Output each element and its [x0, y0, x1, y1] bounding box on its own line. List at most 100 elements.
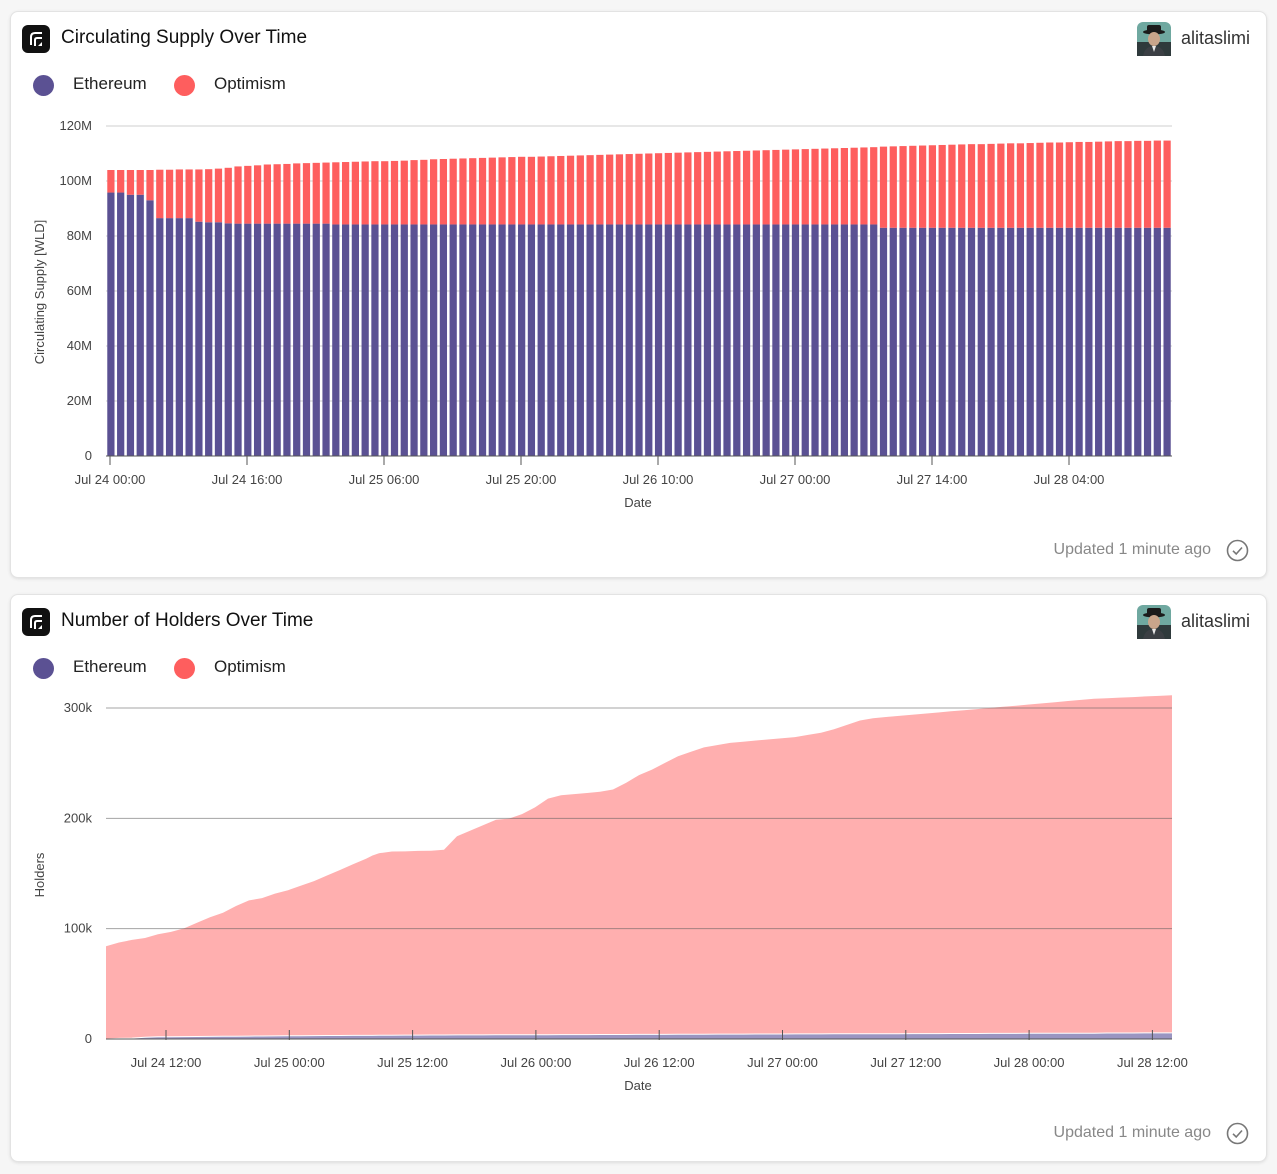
- flipside-logo-icon: [22, 25, 50, 53]
- bar-ethereum: [821, 224, 829, 456]
- bar-optimism: [723, 151, 731, 225]
- bar-optimism: [1046, 142, 1054, 228]
- legend-item-optimism[interactable]: Optimism: [174, 72, 304, 98]
- bar-ethereum: [1134, 227, 1142, 456]
- bar-ethereum: [566, 224, 575, 456]
- bar-optimism: [146, 170, 154, 201]
- bar-ethereum: [1114, 227, 1122, 456]
- bar-ethereum: [694, 224, 702, 456]
- bar-optimism: [791, 149, 800, 225]
- bar-ethereum: [713, 224, 721, 456]
- bar-ethereum: [498, 224, 506, 456]
- bar-optimism: [205, 169, 213, 223]
- bar-ethereum: [1026, 227, 1034, 456]
- bar-ethereum: [791, 224, 800, 456]
- bar-ethereum: [107, 192, 115, 457]
- bar-ethereum: [674, 224, 682, 456]
- holders-area-chart[interactable]: 0 100k 200k 300k Jul 24 12:00 Jul 25 00:00 Jul…: [11, 595, 1266, 1115]
- bar-ethereum: [1143, 227, 1152, 456]
- supply-bar-chart[interactable]: 0 20M 40M 60M 80M 100M 120M Jul 24 00:00 Jul 24 …: [11, 12, 1266, 532]
- bar-optimism: [801, 149, 809, 225]
- bar-optimism: [537, 156, 545, 225]
- y-tick-label: 120M: [59, 118, 92, 133]
- bar-ethereum: [117, 192, 125, 457]
- y-tick-label: 80M: [67, 228, 92, 243]
- bar-ethereum: [938, 227, 946, 456]
- bar-optimism: [1075, 141, 1083, 228]
- bar-ethereum: [958, 227, 966, 456]
- bar-ethereum: [293, 223, 301, 456]
- bar-optimism: [615, 154, 624, 225]
- legend-item-ethereum[interactable]: Ethereum: [33, 655, 163, 681]
- bar-optimism: [469, 158, 477, 225]
- bar-optimism: [997, 143, 1005, 228]
- bar-optimism: [889, 146, 897, 228]
- bar-ethereum: [801, 224, 809, 456]
- bar-ethereum: [527, 224, 536, 456]
- bar-ethereum: [371, 224, 379, 456]
- bar-ethereum: [664, 224, 672, 456]
- bar-ethereum: [1046, 227, 1054, 456]
- flipside-logo-icon: [22, 608, 50, 636]
- bar-ethereum: [635, 224, 643, 456]
- legend-label: Ethereum: [73, 657, 147, 676]
- bar-optimism: [478, 157, 487, 225]
- bar-ethereum: [654, 224, 663, 456]
- bar-optimism: [703, 151, 712, 225]
- legend-label: Optimism: [214, 74, 286, 93]
- bar-optimism: [879, 146, 888, 228]
- x-tick-label: Jul 26 00:00: [500, 1055, 571, 1070]
- author-name[interactable]: alitaslimi: [1181, 28, 1251, 48]
- bar-optimism: [918, 145, 927, 228]
- bar-ethereum: [752, 224, 760, 456]
- user-avatar[interactable]: [1137, 22, 1171, 56]
- bar-ethereum: [684, 224, 692, 456]
- legend-item-ethereum[interactable]: Ethereum: [33, 72, 163, 98]
- bar-optimism: [420, 159, 428, 225]
- bar-optimism: [762, 150, 770, 225]
- legend-item-optimism[interactable]: Optimism: [174, 655, 304, 681]
- bar-optimism: [811, 148, 819, 225]
- chart-title[interactable]: Circulating Supply Over Time: [61, 27, 308, 48]
- bar-optimism: [860, 147, 868, 225]
- bar-optimism: [136, 170, 144, 195]
- bar-ethereum: [1153, 227, 1161, 456]
- bar-optimism: [1134, 140, 1142, 228]
- bar-ethereum: [165, 218, 174, 456]
- author-name[interactable]: alitaslimi: [1181, 611, 1251, 631]
- bar-ethereum: [185, 218, 193, 456]
- bar-optimism: [185, 169, 193, 219]
- x-tick-label: Jul 25 06:00: [349, 472, 420, 487]
- user-avatar[interactable]: [1137, 605, 1171, 639]
- bar-optimism: [586, 155, 594, 225]
- bar-optimism: [635, 153, 643, 225]
- y-tick-label: 0: [85, 448, 92, 463]
- y-tick-label: 300k: [64, 700, 93, 715]
- bar-ethereum: [332, 224, 340, 456]
- bar-ethereum: [557, 224, 565, 456]
- x-tick-label: Jul 24 12:00: [131, 1055, 202, 1070]
- x-tick-label: Jul 26 12:00: [624, 1055, 695, 1070]
- check-circle-icon[interactable]: [1226, 539, 1249, 562]
- bar-optimism: [938, 144, 946, 228]
- bar-optimism: [322, 162, 330, 224]
- x-tick-label: Jul 27 00:00: [747, 1055, 818, 1070]
- bar-ethereum: [782, 224, 790, 456]
- bar-optimism: [302, 163, 311, 224]
- bar-ethereum: [478, 224, 487, 456]
- chart-title[interactable]: Number of Holders Over Time: [61, 610, 314, 631]
- bar-optimism: [518, 156, 526, 225]
- bar-ethereum: [840, 224, 848, 456]
- bar-optimism: [958, 144, 966, 228]
- y-tick-label: 200k: [64, 810, 93, 825]
- check-circle-icon[interactable]: [1226, 1122, 1249, 1145]
- bar-ethereum: [742, 224, 751, 456]
- bar-ethereum: [488, 224, 496, 456]
- bar-ethereum: [146, 200, 154, 456]
- bar-optimism: [1114, 141, 1122, 228]
- bar-optimism: [674, 152, 682, 225]
- bar-optimism: [400, 160, 408, 225]
- x-tick-label: Jul 27 14:00: [897, 472, 968, 487]
- bar-ethereum: [449, 224, 457, 456]
- bar-ethereum: [361, 224, 369, 456]
